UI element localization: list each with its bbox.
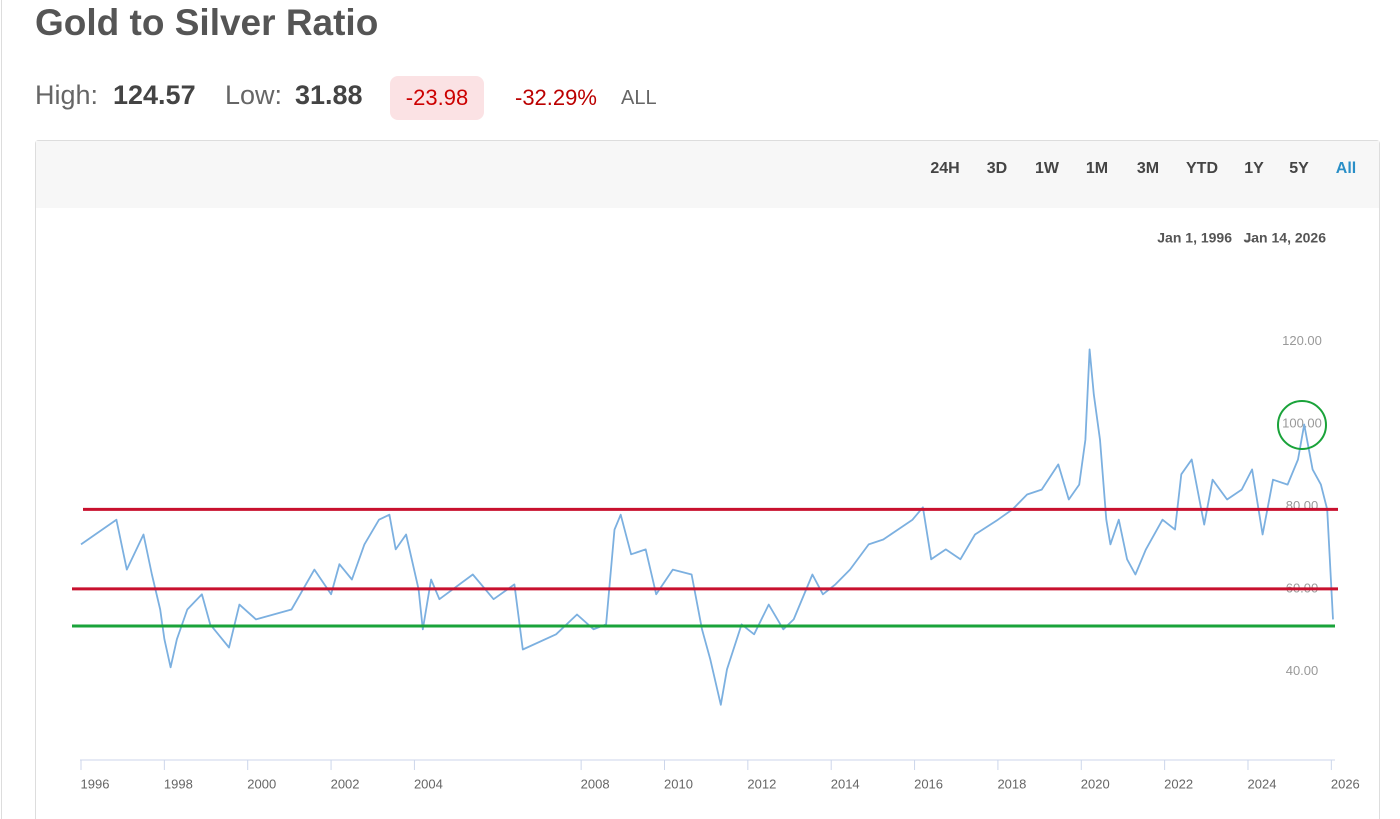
y-tick-label: 120.00 [1282,333,1322,348]
high-value: 124.57 [113,80,196,110]
x-tick-label: 1996 [81,776,110,791]
range-button[interactable]: 5Y [1289,160,1309,177]
range-button[interactable]: 1W [1035,160,1060,177]
x-tick-label: 1998 [164,776,193,791]
date-to: Jan 14, 2026 [1243,230,1326,246]
range-button[interactable]: 1Y [1244,160,1264,177]
x-tick-label: 2004 [414,776,443,791]
range-button[interactable]: All [1336,160,1356,177]
range-button[interactable]: YTD [1186,160,1218,177]
x-tick-label: 2022 [1164,776,1193,791]
low-label: Low: [225,80,283,110]
high-label: High: [35,80,99,110]
y-tick-label: 40.00 [1286,663,1319,678]
date-arrow: → [1243,230,1257,246]
x-tick-label: 2012 [747,776,776,791]
highlight-circle [1277,400,1327,450]
range-button[interactable]: 24H [930,160,959,177]
x-tick-label: 2002 [331,776,360,791]
toolbar-background [36,141,1379,208]
range-button[interactable]: 1M [1086,160,1108,177]
x-tick-label: 2008 [581,776,610,791]
x-tick-label: 2024 [1248,776,1277,791]
change-badge: -23.98 [390,76,484,120]
x-tick-label: 2026 [1331,776,1360,791]
x-tick-label: 2020 [1081,776,1110,791]
x-tick-label: 2010 [664,776,693,791]
ratio-line [80,348,1334,706]
range-button[interactable]: 3D [987,160,1007,177]
range-button[interactable]: 3M [1137,160,1159,177]
y-tick-label: 100.00 [1282,415,1322,430]
title: Gold to Silver Ratio [35,2,379,43]
period: ALL [621,87,657,109]
x-tick-label: 2014 [831,776,860,791]
x-tick-label: 2016 [914,776,943,791]
change-percent: -32.29% [515,85,597,110]
panel-frame [35,140,1380,819]
low-value: 31.88 [295,80,363,110]
x-tick-label: 2000 [247,776,276,791]
date-from: Jan 1, 1996 [1157,230,1232,246]
x-tick-label: 2018 [997,776,1026,791]
